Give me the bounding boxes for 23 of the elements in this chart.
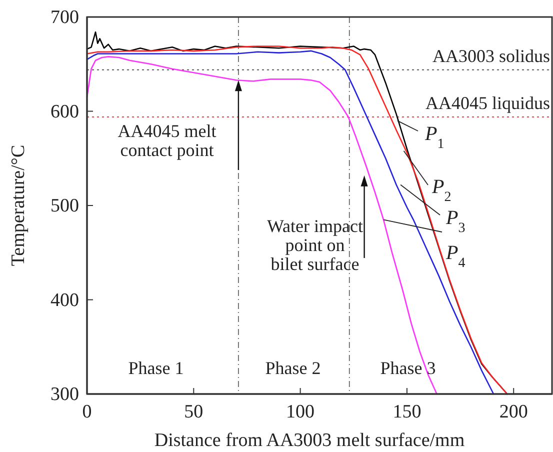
x-tick-label: 200 xyxy=(499,401,528,422)
x-tick-label: 50 xyxy=(184,401,204,422)
annotation: P$_{3}$ xyxy=(445,207,466,236)
ref-line-label: AA3003 solidus xyxy=(432,46,550,66)
annotation: P$_{4}$ xyxy=(445,242,466,270)
x-tick-label: 100 xyxy=(286,401,315,422)
annotation: Phase 3 xyxy=(380,358,436,378)
x-axis-title: Distance from AA3003 melt surface/mm xyxy=(154,430,465,451)
y-tick-label: 700 xyxy=(50,7,79,28)
annotation: Phase 2 xyxy=(265,358,321,378)
annotation: Water impact point on bilet surface xyxy=(266,216,364,274)
y-axis-title: Temperature/°C xyxy=(8,144,29,266)
annotation: Phase 1 xyxy=(128,358,184,378)
annotation: P$_{2}$ xyxy=(431,176,452,204)
y-tick-label: 500 xyxy=(50,196,79,217)
annotation: P$_{1}$ xyxy=(424,123,444,152)
ref-line-label: AA4045 liquidus xyxy=(425,92,550,113)
y-tick-label: 300 xyxy=(50,384,79,406)
y-tick-label: 600 xyxy=(50,101,79,122)
x-tick-label: 0 xyxy=(82,401,92,422)
annotation: AA4045 melt contact point xyxy=(118,121,216,160)
y-tick-label: 400 xyxy=(50,290,79,311)
x-tick-label: 150 xyxy=(392,401,422,422)
